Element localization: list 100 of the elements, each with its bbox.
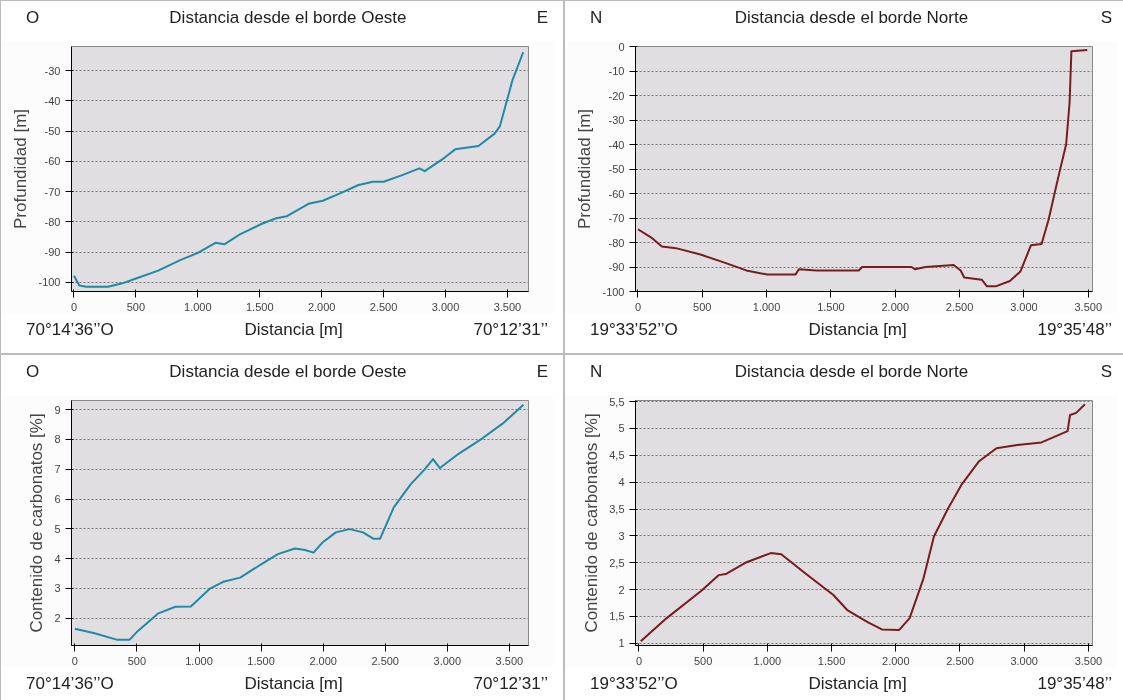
x-tick-label: 1.500: [817, 654, 846, 667]
y-tick-label: 6: [54, 493, 61, 506]
y-tick-label: 4,5: [609, 449, 625, 462]
y-tick-label: -100: [38, 276, 61, 289]
x-tick-label: 2.500: [371, 654, 399, 667]
y-axis-title: Profundidad [m]: [11, 108, 31, 230]
y-axis-title: Contenido de carbonatos [%]: [27, 413, 47, 633]
text: N: [590, 7, 603, 29]
y-tick-label: 5: [54, 522, 61, 535]
x-axis-title: Distancia [m]: [244, 673, 343, 695]
x-tick-label: 500: [693, 654, 713, 667]
x-tick-label: 3.500: [495, 654, 524, 667]
x-tick-label: 3.000: [433, 654, 462, 667]
x-tick-label: 3.000: [431, 300, 460, 313]
y-tick-label: -80: [608, 236, 625, 249]
x-tick-label: 0: [635, 654, 643, 667]
x-axis-title: Distancia [m]: [244, 319, 343, 341]
text: S: [1100, 361, 1112, 383]
x-tick-label: 2.000: [881, 300, 910, 313]
y-tick-label: 3,5: [609, 503, 625, 516]
text: N: [590, 361, 603, 383]
x-axis-title: Distancia [m]: [808, 319, 907, 341]
y-tick-label: -70: [44, 185, 61, 198]
y-tick-label: -50: [608, 163, 625, 175]
text: E: [536, 361, 548, 383]
x-tick-label: 1.000: [752, 300, 781, 313]
y-tick-label: -60: [44, 155, 61, 168]
x-tick-label: 0: [71, 654, 78, 667]
chart-title: Distancia desde el borde Oeste: [169, 7, 407, 29]
y-tick-label: 3: [54, 582, 61, 595]
y-tick-label: 2: [54, 612, 61, 625]
text: 19°35’48’’: [1037, 319, 1112, 341]
y-tick-label: -50: [44, 125, 61, 138]
text: O: [26, 7, 40, 29]
x-tick-label: 1.000: [753, 654, 782, 667]
x-tick-label: 3.500: [493, 300, 522, 313]
y-tick-label: 8: [54, 433, 61, 446]
y-tick-label: 1: [618, 637, 625, 650]
y-tick-label: 9: [54, 403, 61, 416]
x-tick-label: 2.500: [945, 300, 974, 313]
x-tick-label: 3.500: [1074, 300, 1103, 313]
x-tick-label: 3.500: [1074, 654, 1103, 667]
x-tick-label: 1.500: [245, 300, 274, 313]
x-tick-label: 500: [693, 300, 712, 313]
y-tick-label: -40: [608, 138, 625, 151]
line-series: [73, 403, 525, 641]
x-tick-label: 1.500: [817, 300, 845, 313]
x-tick-label: 1.500: [247, 654, 275, 667]
y-tick-label: 1,5: [609, 610, 625, 623]
x-tick-label: 1.000: [185, 654, 213, 667]
y-tick-label: -30: [44, 64, 61, 77]
y-tick-label: 7: [54, 463, 61, 476]
x-tick-label: 2.000: [309, 654, 337, 667]
text: 70°14’36’’O: [26, 673, 114, 695]
y-tick-label: 2,5: [609, 556, 625, 569]
y-tick-label: 5,5: [609, 395, 625, 408]
text: 19°33’52’’O: [590, 319, 678, 341]
text: S: [1100, 7, 1112, 29]
x-tick-label: 3.000: [1010, 654, 1038, 667]
text: O: [26, 361, 40, 383]
x-tick-label: 0: [70, 300, 78, 313]
line-series: [72, 51, 525, 288]
y-tick-label: 5: [618, 422, 625, 435]
y-tick-label: -10: [608, 65, 625, 77]
x-axis-title: Distancia [m]: [808, 673, 907, 695]
x-tick-label: 500: [127, 654, 147, 667]
x-tick-label: 2.000: [307, 300, 336, 313]
y-tick-label: 4: [54, 552, 61, 565]
text: 19°35’48’’: [1037, 673, 1112, 695]
line-series: [636, 48, 1089, 288]
x-tick-label: 1.000: [184, 300, 212, 313]
x-tick-label: 3.000: [1010, 300, 1038, 313]
x-tick-label: 2.000: [882, 654, 910, 667]
y-tick-label: -100: [602, 285, 625, 298]
y-tick-label: -60: [608, 187, 625, 200]
y-tick-label: 4: [618, 476, 625, 489]
x-tick-label: 2.500: [369, 300, 398, 313]
y-axis-title: Contenido de carbonatos [%]: [582, 413, 602, 633]
y-axis-title: Profundidad [m]: [575, 108, 595, 230]
y-tick-label: -40: [44, 94, 61, 107]
y-tick-label: 2: [618, 583, 625, 596]
y-tick-label: -20: [608, 89, 625, 102]
y-tick-label: -90: [608, 261, 625, 273]
y-tick-label: -70: [608, 212, 625, 224]
y-tick-label: -30: [608, 114, 625, 126]
y-tick-label: 0: [618, 40, 625, 53]
x-tick-label: 0: [634, 300, 642, 313]
x-tick-label: 2.500: [946, 654, 974, 667]
line-series: [639, 403, 1086, 643]
chart-title: Distancia desde el borde Norte: [734, 7, 969, 29]
text: E: [536, 7, 548, 29]
chart-title: Distancia desde el borde Oeste: [169, 361, 407, 383]
text: 70°14’36’’O: [26, 319, 114, 341]
x-tick-label: 500: [126, 300, 146, 313]
text: 70°12’31’’: [473, 673, 548, 695]
text: 70°12’31’’: [473, 319, 548, 341]
y-tick-label: -90: [44, 246, 61, 259]
y-tick-label: -80: [44, 215, 61, 228]
text: 19°33’52’’O: [590, 673, 678, 695]
chart-title: Distancia desde el borde Norte: [734, 361, 969, 383]
